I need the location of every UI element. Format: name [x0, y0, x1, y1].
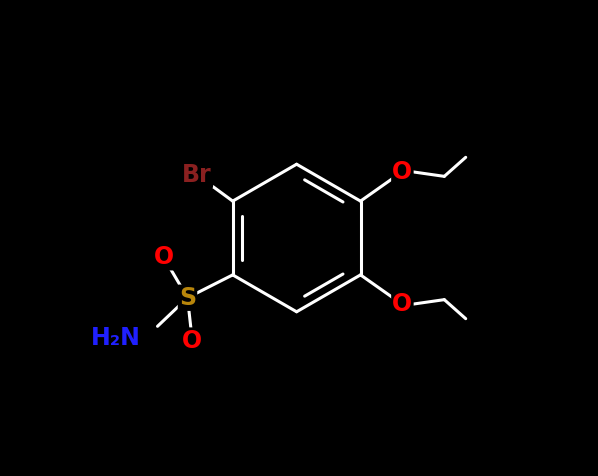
Text: O: O [392, 159, 413, 184]
Text: O: O [154, 245, 174, 269]
Text: O: O [392, 292, 413, 317]
Text: O: O [182, 328, 202, 353]
Text: Br: Br [182, 163, 212, 187]
Text: H₂N: H₂N [91, 326, 141, 350]
Text: S: S [179, 286, 196, 310]
